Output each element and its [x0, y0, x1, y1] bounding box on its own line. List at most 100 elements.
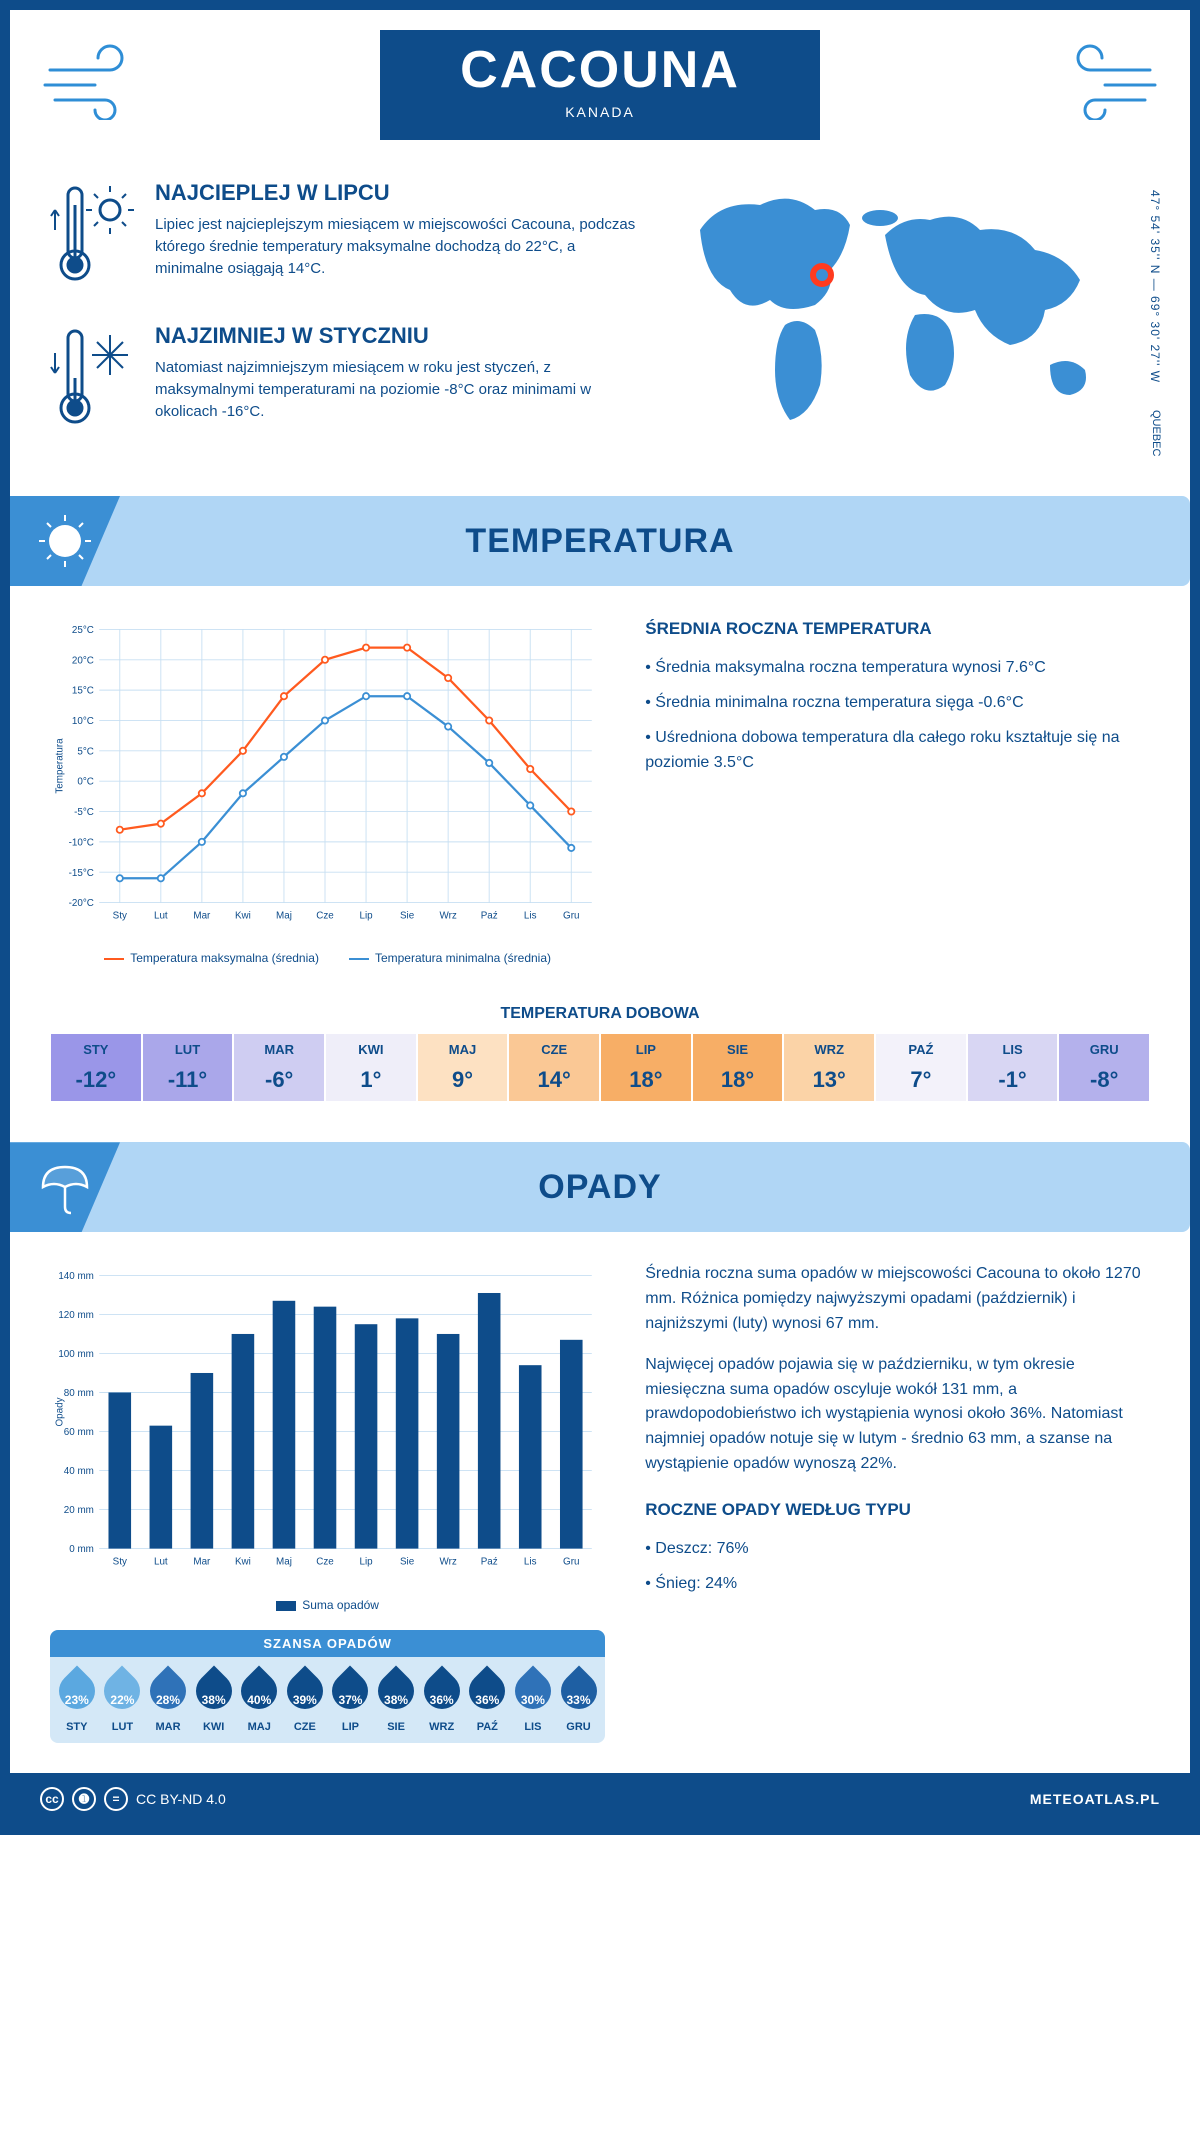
warmest-block: NAJCIEPLEJ W LIPCU Lipiec jest najcieple…: [50, 180, 640, 295]
chance-cell: 37% LIP: [328, 1667, 374, 1733]
chance-cell: 33% GRU: [556, 1667, 602, 1733]
daily-temp-table: STY-12° LUT-11° MAR-6° KWI1° MAJ9° CZE14…: [50, 1033, 1150, 1102]
chance-title: SZANSA OPADÓW: [50, 1630, 605, 1657]
precip-type-bullet: • Śnieg: 24%: [645, 1572, 1150, 1597]
daily-cell: STY-12°: [50, 1033, 142, 1102]
svg-text:5°C: 5°C: [77, 746, 94, 757]
daily-cell: LIP18°: [600, 1033, 692, 1102]
svg-text:0 mm: 0 mm: [69, 1545, 94, 1556]
chance-cell: 40% MAJ: [236, 1667, 282, 1733]
precip-legend: Suma opadów: [50, 1598, 605, 1612]
daily-temp-title: TEMPERATURA DOBOWA: [10, 1005, 1190, 1023]
svg-text:Gru: Gru: [563, 911, 579, 922]
svg-text:Cze: Cze: [316, 911, 334, 922]
svg-text:Lut: Lut: [154, 1557, 168, 1568]
chance-cell: 30% LIS: [510, 1667, 556, 1733]
svg-text:Wrz: Wrz: [439, 911, 456, 922]
temp-bullet: • Średnia minimalna roczna temperatura s…: [645, 691, 1150, 716]
svg-text:Mar: Mar: [193, 1557, 211, 1568]
intro-section: NAJCIEPLEJ W LIPCU Lipiec jest najcieple…: [10, 180, 1190, 496]
svg-text:Lut: Lut: [154, 911, 168, 922]
umbrella-icon: [10, 1142, 120, 1232]
coordinates: 47° 54' 35'' N — 69° 30' 27'' W: [1148, 190, 1162, 383]
wind-icon-right: [1040, 40, 1160, 125]
daily-cell: MAJ9°: [417, 1033, 509, 1102]
warmest-text: Lipiec jest najcieplejszym miesiącem w m…: [155, 214, 640, 279]
header: CACOUNA KANADA: [10, 10, 1190, 180]
drop-icon: 23%: [59, 1673, 95, 1717]
svg-text:20°C: 20°C: [72, 655, 94, 666]
license: cc ➊ = CC BY-ND 4.0: [40, 1787, 226, 1811]
drop-icon: 33%: [561, 1673, 597, 1717]
chance-box: SZANSA OPADÓW 23% STY 22% LUT 28% MAR: [50, 1630, 605, 1743]
drop-icon: 22%: [104, 1673, 140, 1717]
svg-text:140 mm: 140 mm: [58, 1271, 94, 1282]
temperature-legend: Temperatura maksymalna (średnia)Temperat…: [50, 951, 605, 965]
chance-cell: 28% MAR: [145, 1667, 191, 1733]
warmest-title: NAJCIEPLEJ W LIPCU: [155, 180, 640, 206]
drop-icon: 38%: [196, 1673, 232, 1717]
world-map-svg: [670, 180, 1130, 440]
svg-text:Maj: Maj: [276, 911, 292, 922]
daily-cell: LUT-11°: [142, 1033, 234, 1102]
thermometer-snow-icon: [50, 323, 135, 438]
svg-text:Paź: Paź: [481, 1557, 498, 1568]
svg-text:Lip: Lip: [359, 911, 373, 922]
title-banner: CACOUNA KANADA: [380, 30, 820, 140]
svg-text:100 mm: 100 mm: [58, 1349, 94, 1360]
drop-icon: 38%: [378, 1673, 414, 1717]
daily-cell: KWI1°: [325, 1033, 417, 1102]
svg-text:Cze: Cze: [316, 1557, 334, 1568]
coldest-title: NAJZIMNIEJ W STYCZNIU: [155, 323, 640, 349]
svg-text:20 mm: 20 mm: [64, 1506, 94, 1517]
drop-icon: 39%: [287, 1673, 323, 1717]
chance-cell: 36% PAŹ: [464, 1667, 510, 1733]
svg-text:0°C: 0°C: [77, 777, 94, 788]
svg-text:Sie: Sie: [400, 1557, 415, 1568]
precip-title: OPADY: [538, 1168, 661, 1207]
svg-text:-20°C: -20°C: [69, 898, 94, 909]
precip-summary: Średnia roczna suma opadów w miejscowośc…: [645, 1262, 1150, 1742]
chance-cell: 36% WRZ: [419, 1667, 465, 1733]
by-icon: ➊: [72, 1787, 96, 1811]
drop-icon: 37%: [332, 1673, 368, 1717]
svg-text:-15°C: -15°C: [69, 868, 94, 879]
svg-text:-10°C: -10°C: [69, 837, 94, 848]
svg-text:Kwi: Kwi: [235, 911, 251, 922]
location-country: KANADA: [460, 104, 740, 120]
svg-text:15°C: 15°C: [72, 686, 94, 697]
temperature-summary: ŚREDNIA ROCZNA TEMPERATURA • Średnia mak…: [645, 616, 1150, 965]
daily-cell: CZE14°: [508, 1033, 600, 1102]
precip-para: Średnia roczna suma opadów w miejscowośc…: [645, 1262, 1150, 1336]
temperature-chart: -20°C-15°C-10°C-5°C0°C5°C10°C15°C20°C25°…: [50, 616, 605, 965]
svg-text:Lis: Lis: [524, 1557, 537, 1568]
svg-text:25°C: 25°C: [72, 625, 94, 636]
svg-text:Kwi: Kwi: [235, 1557, 251, 1568]
precip-legend-label: Suma opadów: [302, 1598, 379, 1612]
chance-cell: 39% CZE: [282, 1667, 328, 1733]
region-label: QUEBEC: [1150, 410, 1162, 456]
svg-text:Wrz: Wrz: [439, 1557, 456, 1568]
daily-cell: PAŹ7°: [875, 1033, 967, 1102]
drop-icon: 36%: [469, 1673, 505, 1717]
temp-summary-title: ŚREDNIA ROCZNA TEMPERATURA: [645, 616, 1150, 642]
license-text: CC BY-ND 4.0: [136, 1791, 226, 1807]
svg-text:Opady: Opady: [55, 1398, 66, 1427]
site-name: METEOATLAS.PL: [1030, 1791, 1160, 1807]
svg-text:Lip: Lip: [359, 1557, 373, 1568]
svg-text:40 mm: 40 mm: [64, 1467, 94, 1478]
precip-type-title: ROCZNE OPADY WEDŁUG TYPU: [645, 1497, 1150, 1523]
drop-icon: 28%: [150, 1673, 186, 1717]
temp-bullet: • Średnia maksymalna roczna temperatura …: [645, 656, 1150, 681]
daily-cell: WRZ13°: [783, 1033, 875, 1102]
svg-text:Mar: Mar: [193, 911, 211, 922]
precip-para: Najwięcej opadów pojawia się w październ…: [645, 1353, 1150, 1477]
svg-text:Gru: Gru: [563, 1557, 579, 1568]
precip-header: OPADY: [10, 1142, 1190, 1232]
chance-cell: 38% KWI: [191, 1667, 237, 1733]
coldest-text: Natomiast najzimniejszym miesiącem w rok…: [155, 357, 640, 422]
svg-text:Paź: Paź: [481, 911, 498, 922]
chance-cell: 23% STY: [54, 1667, 100, 1733]
chance-cell: 22% LUT: [100, 1667, 146, 1733]
daily-cell: MAR-6°: [233, 1033, 325, 1102]
